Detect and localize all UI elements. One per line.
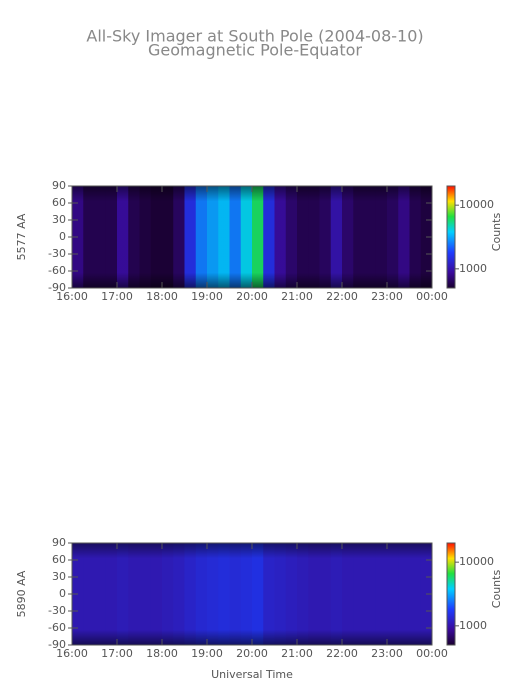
- x-tick-label: 18:00: [146, 290, 178, 303]
- chart-subtitle: Geomagnetic Pole-Equator: [148, 41, 362, 60]
- y-tick-label: 0: [59, 230, 66, 243]
- colorbar-tick-label: 1000: [459, 619, 487, 632]
- x-tick-label: 17:00: [101, 647, 133, 660]
- y-tick-label: -60: [48, 264, 66, 277]
- colorbar-label: Counts: [490, 570, 503, 609]
- y-tick-label: 60: [52, 196, 66, 209]
- x-tick-label: 16:00: [56, 647, 88, 660]
- y-tick-label: 30: [52, 213, 66, 226]
- y-tick-label: 90: [52, 536, 66, 549]
- x-tick-label: 00:00: [416, 290, 448, 303]
- y-tick-label: -90: [48, 281, 66, 294]
- y-tick-label: -90: [48, 638, 66, 651]
- y-tick-label: 90: [52, 179, 66, 192]
- colorbar: [446, 185, 456, 289]
- x-tick-label: 21:00: [281, 290, 313, 303]
- colorbar-label: Counts: [490, 213, 503, 252]
- y-tick-label: -30: [48, 247, 66, 260]
- x-tick-label: 23:00: [371, 647, 403, 660]
- colorbar-tick-label: 10000: [459, 555, 494, 568]
- shade: [72, 543, 432, 645]
- y-axis-label: 5577 AA: [15, 213, 28, 260]
- y-tick-label: -60: [48, 621, 66, 634]
- x-tick-label: 20:00: [236, 647, 268, 660]
- x-tick-label: 20:00: [236, 290, 268, 303]
- y-tick-label: -30: [48, 604, 66, 617]
- x-tick-label: 23:00: [371, 290, 403, 303]
- x-tick-label: 19:00: [191, 290, 223, 303]
- y-axis-label: 5890 AA: [15, 570, 28, 617]
- y-tick-label: 60: [52, 553, 66, 566]
- colorbar: [446, 542, 456, 646]
- x-axis-label: Universal Time: [211, 668, 293, 680]
- chart-title: All-Sky Imager at South Pole (2004-08-10…: [86, 27, 423, 46]
- x-tick-label: 22:00: [326, 647, 358, 660]
- x-tick-label: 22:00: [326, 290, 358, 303]
- x-tick-label: 21:00: [281, 647, 313, 660]
- colorbar-tick-label: 10000: [459, 198, 494, 211]
- x-tick-label: 19:00: [191, 647, 223, 660]
- x-tick-label: 18:00: [146, 647, 178, 660]
- x-tick-label: 16:00: [56, 290, 88, 303]
- y-tick-label: 0: [59, 587, 66, 600]
- x-tick-label: 00:00: [416, 647, 448, 660]
- x-tick-label: 17:00: [101, 290, 133, 303]
- colorbar-tick-label: 1000: [459, 262, 487, 275]
- shade: [72, 186, 432, 288]
- y-tick-label: 30: [52, 570, 66, 583]
